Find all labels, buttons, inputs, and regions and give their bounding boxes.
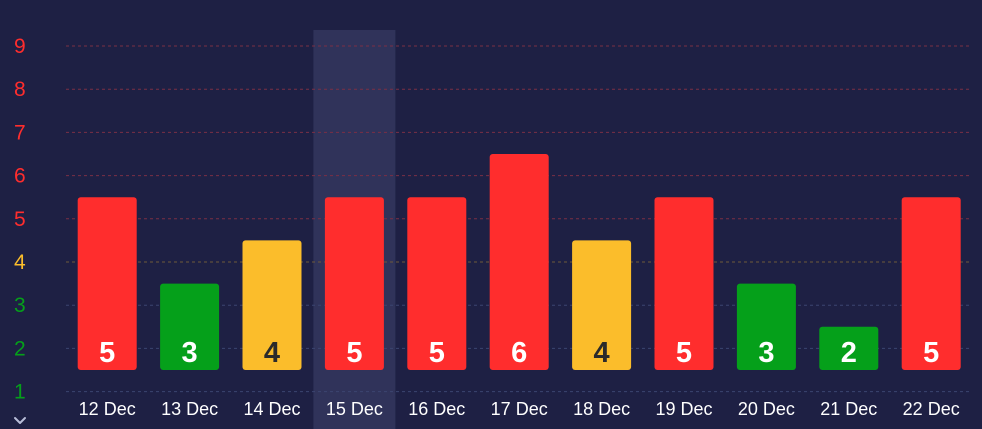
bar — [901, 197, 961, 370]
bar — [77, 197, 137, 370]
y-tick-label: 8 — [14, 78, 26, 101]
bar-data-label: 5 — [429, 337, 445, 369]
bar-data-label: 5 — [676, 337, 692, 369]
y-tick-label: 5 — [14, 208, 26, 231]
bar-data-label: 5 — [346, 337, 362, 369]
bar — [324, 197, 384, 370]
bar — [407, 197, 467, 370]
x-tick-label: 18 Dec — [573, 399, 630, 419]
y-tick-label: 7 — [14, 121, 26, 144]
y-tick-label: 2 — [14, 337, 26, 360]
bar-data-label: 5 — [99, 337, 115, 369]
x-tick-label: 12 Dec — [79, 399, 136, 419]
bar — [489, 154, 549, 370]
bar — [736, 283, 796, 370]
bar — [654, 197, 714, 370]
x-tick-label: 22 Dec — [903, 399, 960, 419]
bar — [819, 326, 879, 370]
x-tick-label: 14 Dec — [243, 399, 300, 419]
bar — [572, 240, 632, 370]
bar-data-label: 3 — [182, 337, 198, 369]
x-tick-label: 13 Dec — [161, 399, 218, 419]
y-tick-label: 6 — [14, 165, 26, 188]
y-tick-label: 4 — [14, 251, 26, 274]
bar — [160, 283, 220, 370]
x-tick-label: 16 Dec — [408, 399, 465, 419]
bar-data-label: 4 — [264, 337, 280, 369]
bar-data-label: 2 — [841, 337, 857, 369]
bar-data-label: 5 — [923, 337, 939, 369]
bar-data-label: 3 — [758, 337, 774, 369]
chevron-down-icon[interactable] — [12, 414, 28, 428]
y-tick-label: 9 — [14, 35, 26, 58]
bar-data-label: 6 — [511, 337, 527, 369]
x-tick-label: 17 Dec — [491, 399, 548, 419]
y-tick-label: 1 — [14, 381, 26, 404]
y-tick-label: 3 — [14, 294, 26, 317]
x-tick-label: 15 Dec — [326, 399, 383, 419]
x-tick-label: 19 Dec — [655, 399, 712, 419]
x-tick-label: 20 Dec — [738, 399, 795, 419]
bar-data-label: 4 — [594, 337, 610, 369]
bar — [242, 240, 302, 370]
x-tick-label: 21 Dec — [820, 399, 877, 419]
